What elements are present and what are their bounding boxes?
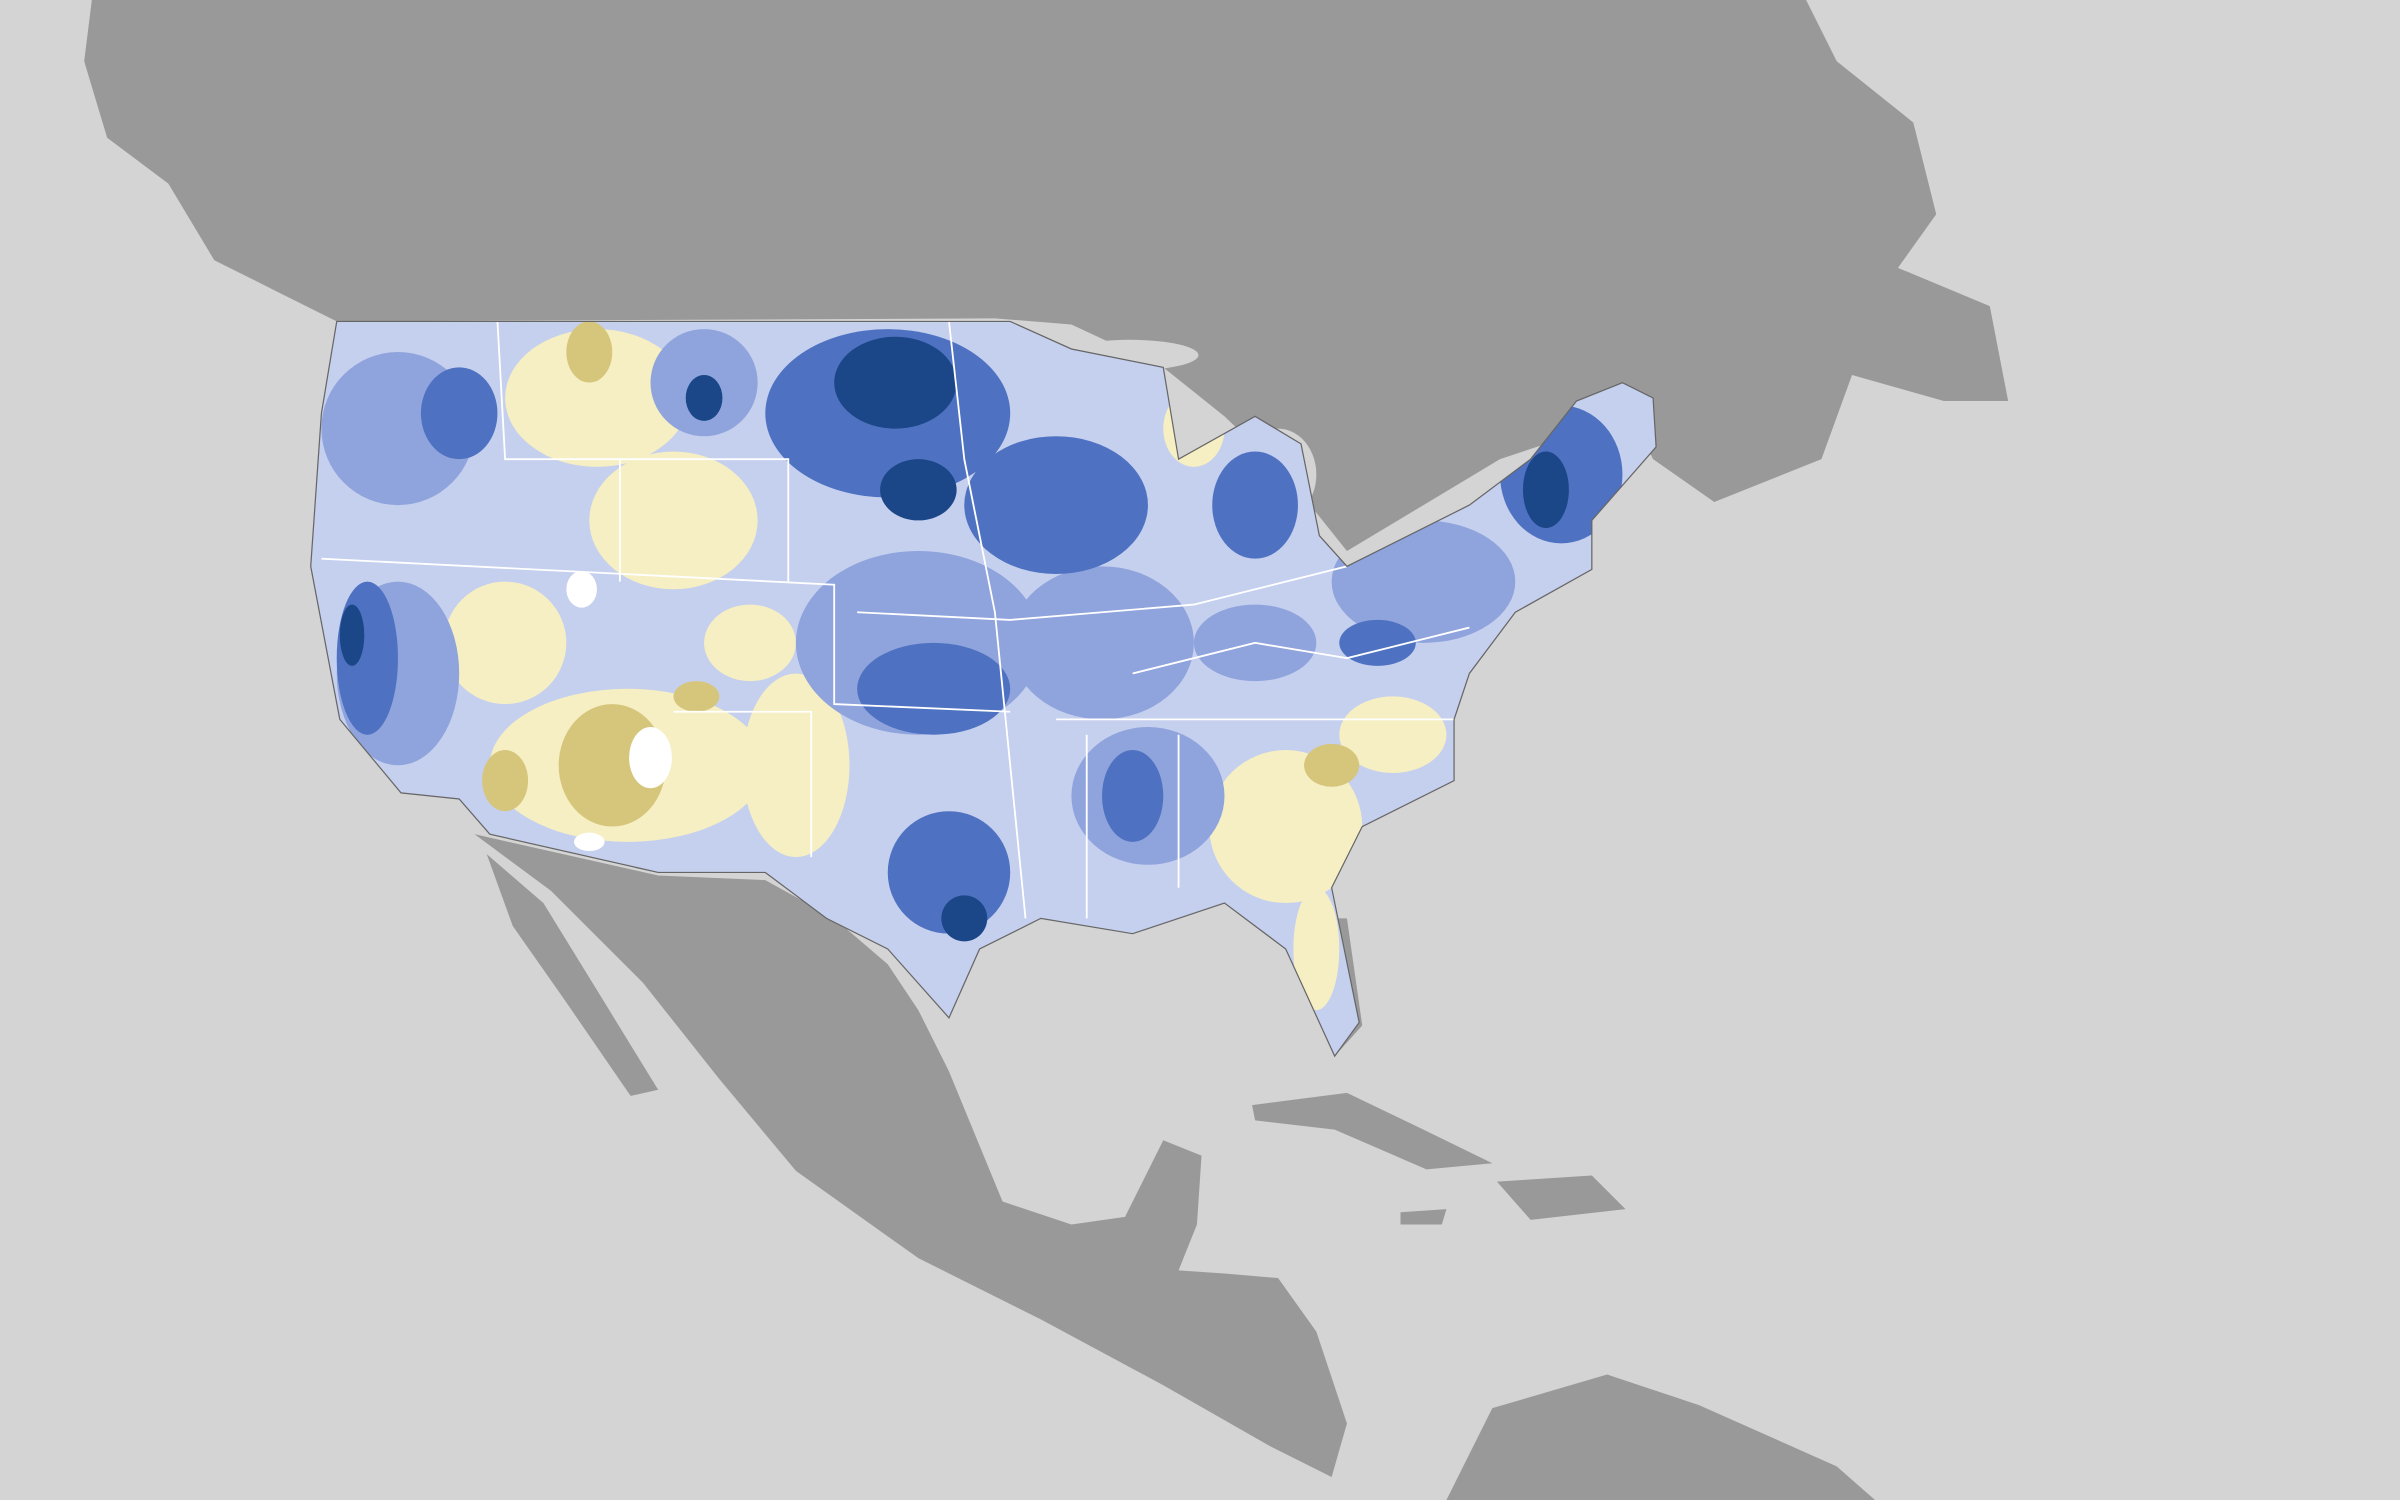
precipitation-field-shape-shape <box>1304 743 1360 787</box>
state-lines <box>321 321 1470 919</box>
state-lines-shape <box>1132 626 1470 675</box>
precipitation-field-shape-shape <box>505 329 689 467</box>
state-lines-shape <box>948 321 1027 919</box>
precipitation-field-shape-shape <box>1212 451 1298 559</box>
hispaniola <box>1496 1175 1626 1220</box>
precipitation-field-shape-shape <box>482 750 529 812</box>
precipitation-field-shape-shape <box>834 336 957 429</box>
precipitation-field-shape-shape <box>1010 566 1194 720</box>
precipitation-field-shape-shape <box>420 367 498 460</box>
precipitation-field-shape-shape <box>1293 887 1340 1011</box>
precipitation-field-shape-shape <box>443 581 567 705</box>
precipitation-field-shape-shape <box>339 604 365 666</box>
precipitation-field-shape-shape <box>589 451 758 590</box>
precipitation-field-shape-shape <box>673 681 720 712</box>
state-lines-shape <box>1085 734 1180 919</box>
precipitation-field-shape-shape <box>1102 750 1164 842</box>
precipitation-field-shape-shape <box>742 673 850 858</box>
precipitation-field-shape-shape <box>964 436 1148 574</box>
us-outline <box>310 320 1657 1058</box>
precipitation-field-shape-shape <box>941 895 988 942</box>
state-lines-shape <box>857 565 1348 621</box>
precipitation-field-shape-shape <box>566 570 597 608</box>
precipitation-field-shape-shape <box>685 375 723 421</box>
canada <box>84 0 2009 552</box>
precipitation-field-shape-shape <box>629 727 672 789</box>
precipitation-field-shape-shape <box>573 832 605 852</box>
precipitation-field-shape <box>339 336 1569 942</box>
cuba <box>1252 1092 1493 1170</box>
precipitation-field-shape-shape <box>1522 451 1569 529</box>
precipitation-field-shape <box>443 329 1447 1011</box>
state-lines-shape <box>321 557 1011 713</box>
precipitation-field-shape-shape <box>566 321 613 383</box>
state-lines-shape <box>496 321 621 582</box>
jamaica <box>1400 1209 1447 1225</box>
mexico <box>474 834 1347 1478</box>
state-lines-shape <box>619 458 790 582</box>
precipitation-field-shape-shape <box>1339 696 1447 773</box>
baja <box>486 854 659 1096</box>
precipitation-field-shape-shape <box>704 604 796 682</box>
state-lines-shape <box>673 710 813 858</box>
south-america <box>1446 1374 1875 1500</box>
precipitation-field-shape-shape <box>1209 750 1363 904</box>
precipitation-field-shape-shape <box>1339 619 1416 666</box>
precipitation-field-shape-shape <box>880 459 957 521</box>
precipitation-field-shape-shape <box>857 642 1011 735</box>
precipitation-field-shape <box>566 570 672 852</box>
